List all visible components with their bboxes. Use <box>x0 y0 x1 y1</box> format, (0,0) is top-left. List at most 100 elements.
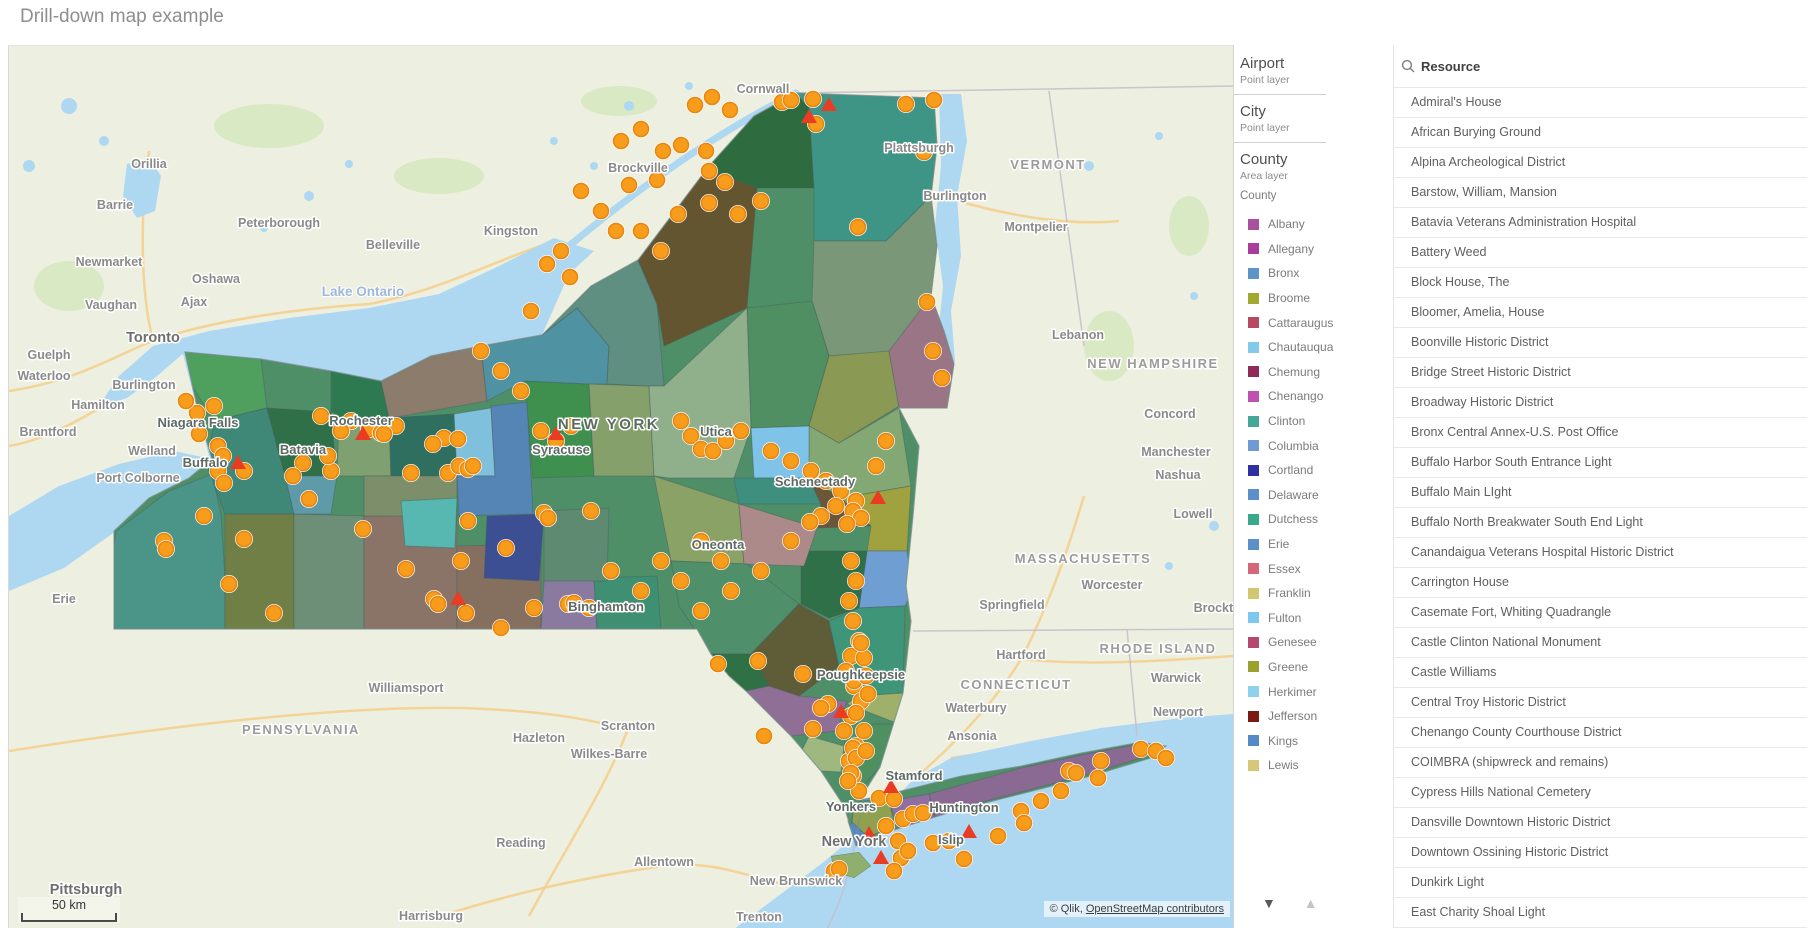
city-point[interactable] <box>847 704 865 722</box>
city-point[interactable] <box>648 171 666 189</box>
city-point[interactable] <box>709 655 727 673</box>
resource-list-item[interactable]: Battery Weed <box>1394 238 1807 268</box>
resource-list-item[interactable]: East Charity Shoal Light <box>1394 898 1807 928</box>
resource-list-item[interactable]: Central Troy Historic District <box>1394 688 1807 718</box>
legend-county-item[interactable]: Allegany <box>1240 237 1393 262</box>
city-point[interactable] <box>492 362 510 380</box>
airport-point[interactable] <box>450 591 466 605</box>
resource-list-item[interactable]: African Burying Ground <box>1394 118 1807 148</box>
city-point[interactable] <box>729 205 747 223</box>
city-point[interactable] <box>672 412 690 430</box>
city-point[interactable] <box>472 342 490 360</box>
legend-county-item[interactable]: Erie <box>1240 532 1393 557</box>
city-point[interactable] <box>700 194 718 212</box>
city-point[interactable] <box>632 222 650 240</box>
city-point[interactable] <box>582 502 600 520</box>
osm-contributors-link[interactable]: OpenStreetMap contributors <box>1085 903 1224 915</box>
city-point[interactable] <box>607 222 625 240</box>
city-point[interactable] <box>354 520 372 538</box>
city-point[interactable] <box>1015 814 1033 832</box>
city-point[interactable] <box>700 162 718 180</box>
county-columbia[interactable] <box>858 550 914 609</box>
city-point[interactable] <box>332 422 350 440</box>
legend-county-item[interactable]: Greene <box>1240 655 1393 680</box>
city-point[interactable] <box>552 242 570 260</box>
resource-list-item[interactable]: Buffalo North Breakwater South End Light <box>1394 508 1807 538</box>
city-point[interactable] <box>852 634 870 652</box>
city-point[interactable] <box>844 612 862 630</box>
city-point[interactable] <box>849 218 867 236</box>
city-point[interactable] <box>940 832 958 850</box>
city-point[interactable] <box>835 722 853 740</box>
city-point[interactable] <box>703 88 721 106</box>
city-point[interactable] <box>832 482 850 500</box>
city-point[interactable] <box>532 422 550 440</box>
city-point[interactable] <box>397 560 415 578</box>
city-point[interactable] <box>562 417 580 435</box>
city-point[interactable] <box>722 582 740 600</box>
resource-list-item[interactable]: Bronx Central Annex-U.S. Post Office <box>1394 418 1807 448</box>
city-point[interactable] <box>732 422 750 440</box>
city-point[interactable] <box>867 457 885 475</box>
city-point[interactable] <box>612 132 630 150</box>
resource-list-item[interactable]: Casemate Fort, Whiting Quadrangle <box>1394 598 1807 628</box>
city-point[interactable] <box>157 540 175 558</box>
city-point[interactable] <box>817 472 835 490</box>
city-point[interactable] <box>672 136 690 154</box>
city-point[interactable] <box>839 772 857 790</box>
city-point[interactable] <box>322 462 340 480</box>
map-object[interactable]: Orillia Barrie Newmarket Vaughan Toronto Osha… <box>8 45 1234 928</box>
city-point[interactable] <box>669 205 687 223</box>
county-schoharie[interactable] <box>738 503 818 567</box>
resource-list-item[interactable]: Boonville Historic District <box>1394 328 1807 358</box>
resource-list-item[interactable]: Dansville Downtown Historic District <box>1394 808 1807 838</box>
city-point[interactable] <box>918 293 936 311</box>
city-point[interactable] <box>1089 769 1107 787</box>
city-point[interactable] <box>914 804 932 822</box>
city-point[interactable] <box>424 435 442 453</box>
city-point[interactable] <box>220 575 238 593</box>
resource-list-item[interactable]: Canandaigua Veterans Hospital Historic D… <box>1394 538 1807 568</box>
city-point[interactable] <box>955 850 973 868</box>
city-point[interactable] <box>855 722 873 740</box>
city-point[interactable] <box>782 532 800 550</box>
airport-point[interactable] <box>861 826 877 840</box>
city-point[interactable] <box>885 862 903 880</box>
city-point[interactable] <box>692 602 710 620</box>
city-point[interactable] <box>752 192 770 210</box>
county-schuyler[interactable] <box>400 497 458 549</box>
city-point[interactable] <box>716 173 734 191</box>
city-point[interactable] <box>749 652 767 670</box>
city-point[interactable] <box>539 509 557 527</box>
city-point[interactable] <box>925 91 943 109</box>
city-point[interactable] <box>827 497 845 515</box>
resource-list-item[interactable]: Chenango County Courthouse District <box>1394 718 1807 748</box>
city-point[interactable] <box>652 242 670 260</box>
city-point[interactable] <box>877 432 895 450</box>
city-point[interactable] <box>602 562 620 580</box>
legend-county-item[interactable]: Herkimer <box>1240 679 1393 704</box>
resource-list-item[interactable]: Buffalo Main LIght <box>1394 478 1807 508</box>
resource-list-item[interactable]: Bloomer, Amelia, House <box>1394 298 1807 328</box>
city-point[interactable] <box>652 552 670 570</box>
city-point[interactable] <box>429 595 447 613</box>
city-point[interactable] <box>686 96 704 114</box>
city-point[interactable] <box>840 592 858 610</box>
legend-county-item[interactable]: Chautauqua <box>1240 335 1393 360</box>
resource-list-item[interactable]: Cypress Hills National Cemetery <box>1394 778 1807 808</box>
resource-search-header[interactable]: Resource <box>1394 45 1807 87</box>
city-point[interactable] <box>897 95 915 113</box>
legend-county-item[interactable]: Chenango <box>1240 384 1393 409</box>
city-point[interactable] <box>924 342 942 360</box>
legend-county-item[interactable]: Clinton <box>1240 409 1393 434</box>
city-point[interactable] <box>572 182 590 200</box>
city-point[interactable] <box>801 513 819 531</box>
city-point[interactable] <box>752 562 770 580</box>
city-point[interactable] <box>762 442 780 460</box>
resource-list-item[interactable]: Buffalo Harbor South Entrance Light <box>1394 448 1807 478</box>
city-point[interactable] <box>885 790 903 808</box>
legend-county-item[interactable]: Lewis <box>1240 753 1393 778</box>
city-point[interactable] <box>265 604 283 622</box>
city-point[interactable] <box>712 552 730 570</box>
city-point[interactable] <box>525 599 543 617</box>
